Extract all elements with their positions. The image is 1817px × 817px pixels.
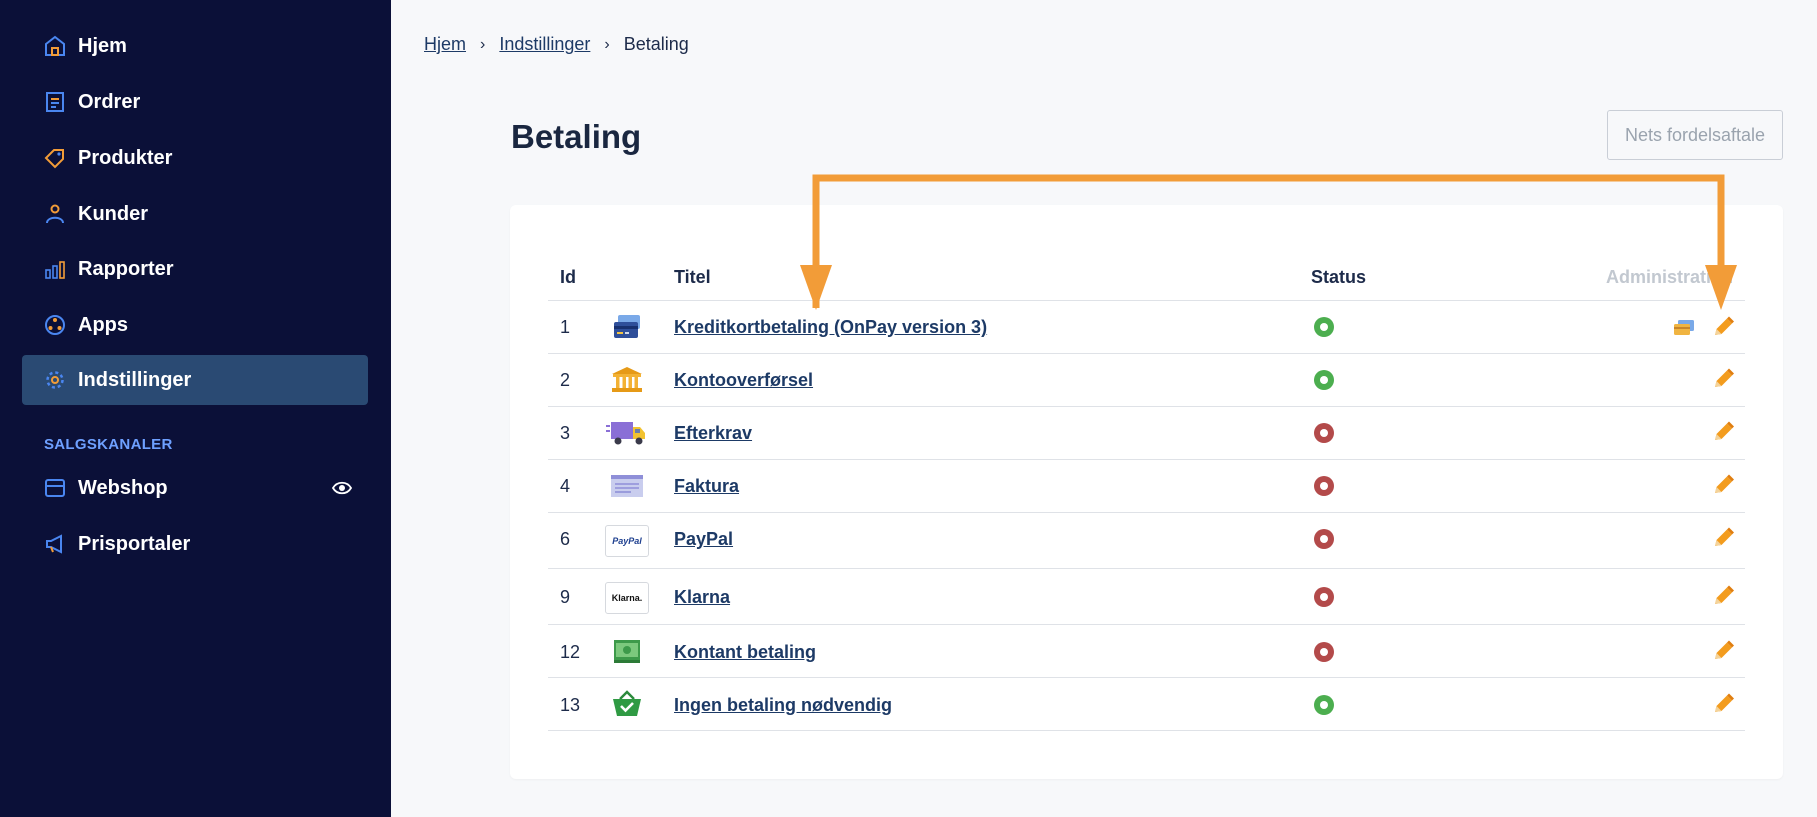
chevron-right-icon: › bbox=[480, 35, 486, 53]
breadcrumb-current: Betaling bbox=[623, 34, 689, 54]
apps-icon bbox=[44, 314, 66, 336]
sidebar-item-hjem[interactable]: Hjem bbox=[22, 21, 368, 71]
pencil-icon[interactable] bbox=[1710, 692, 1736, 718]
sidebar: Hjem Ordrer Produkter Kunder Rapporter A… bbox=[0, 0, 391, 817]
payment-method-link[interactable]: PayPal bbox=[674, 529, 734, 549]
breadcrumb: Hjem › Indstillinger › Betaling bbox=[424, 34, 689, 55]
pencil-icon[interactable] bbox=[1710, 315, 1736, 341]
column-header-id: Id bbox=[560, 267, 576, 287]
gear-icon bbox=[44, 369, 66, 391]
section-label-salgskanaler: SALGSKANALER bbox=[44, 436, 173, 453]
sidebar-item-label: Indstillinger bbox=[78, 368, 192, 391]
sidebar-item-ordrer[interactable]: Ordrer bbox=[22, 77, 368, 127]
invoice-icon bbox=[604, 470, 650, 502]
status-inactive-icon bbox=[1314, 423, 1334, 443]
pencil-icon[interactable] bbox=[1710, 473, 1736, 499]
sidebar-item-prisportaler[interactable]: Prisportaler bbox=[22, 519, 368, 569]
status-inactive-icon bbox=[1314, 529, 1334, 549]
row-id: 4 bbox=[560, 476, 571, 496]
pencil-icon[interactable] bbox=[1710, 367, 1736, 393]
row-id: 3 bbox=[560, 423, 571, 443]
orders-icon bbox=[44, 91, 66, 113]
store-icon bbox=[44, 477, 66, 499]
tag-icon bbox=[44, 147, 66, 169]
credit-card-icon bbox=[604, 311, 650, 343]
sidebar-item-apps[interactable]: Apps bbox=[22, 300, 368, 350]
pencil-icon[interactable] bbox=[1710, 420, 1736, 446]
column-header-administration: Administration bbox=[1606, 267, 1734, 287]
sidebar-item-produkter[interactable]: Produkter bbox=[22, 133, 368, 183]
chevron-right-icon: › bbox=[604, 35, 610, 53]
pencil-icon[interactable] bbox=[1710, 526, 1736, 552]
paypal-logo: PayPal bbox=[604, 525, 650, 557]
sidebar-item-label: Hjem bbox=[78, 34, 127, 57]
table-row: 2 Kontooverførsel bbox=[548, 354, 1745, 407]
row-id: 9 bbox=[560, 587, 571, 607]
status-active-icon bbox=[1314, 695, 1334, 715]
payment-method-link[interactable]: Kontooverførsel bbox=[674, 370, 814, 390]
table-row: 9 Klarna. Klarna bbox=[548, 569, 1745, 625]
sidebar-item-label: Produkter bbox=[78, 146, 173, 169]
row-id: 12 bbox=[560, 642, 581, 662]
user-icon bbox=[44, 203, 66, 225]
column-header-title: Titel bbox=[674, 267, 711, 287]
payment-method-link[interactable]: Kreditkortbetaling (OnPay version 3) bbox=[674, 317, 988, 337]
table-row: 12 Kontant betaling bbox=[548, 625, 1745, 678]
delivery-truck-icon bbox=[604, 417, 650, 449]
pencil-icon[interactable] bbox=[1710, 639, 1736, 665]
bank-icon bbox=[604, 364, 650, 396]
basket-check-icon bbox=[604, 688, 650, 720]
eye-icon[interactable] bbox=[331, 478, 353, 498]
sidebar-item-label: Apps bbox=[78, 313, 128, 336]
table-row: 1 Kreditkortbetaling (OnPay version 3) bbox=[548, 301, 1745, 354]
status-active-icon bbox=[1314, 370, 1334, 390]
sidebar-item-label: Webshop bbox=[78, 476, 168, 499]
status-active-icon bbox=[1314, 317, 1334, 337]
status-inactive-icon bbox=[1314, 587, 1334, 607]
table-row: 4 Faktura bbox=[548, 460, 1745, 513]
megaphone-icon bbox=[44, 533, 66, 555]
payment-method-link[interactable]: Efterkrav bbox=[674, 423, 753, 443]
sidebar-item-label: Prisportaler bbox=[78, 532, 191, 555]
pencil-icon[interactable] bbox=[1710, 584, 1736, 610]
row-id: 6 bbox=[560, 529, 571, 549]
status-inactive-icon bbox=[1314, 476, 1334, 496]
sidebar-item-label: Ordrer bbox=[78, 90, 141, 113]
column-header-status: Status bbox=[1311, 267, 1367, 287]
row-id: 1 bbox=[560, 317, 571, 337]
breadcrumb-link-indstillinger[interactable]: Indstillinger bbox=[499, 34, 591, 54]
payment-method-link[interactable]: Ingen betaling nødvendig bbox=[674, 695, 892, 715]
cash-icon bbox=[604, 635, 650, 667]
home-icon bbox=[44, 35, 66, 57]
row-id: 13 bbox=[560, 695, 581, 715]
bar-chart-icon bbox=[44, 258, 66, 280]
sidebar-item-label: Kunder bbox=[78, 202, 148, 225]
sidebar-item-webshop[interactable]: Webshop bbox=[22, 463, 368, 513]
nets-fordelsaftale-button[interactable]: Nets fordelsaftale bbox=[1607, 110, 1783, 160]
status-inactive-icon bbox=[1314, 642, 1334, 662]
sidebar-item-label: Rapporter bbox=[78, 257, 174, 280]
payment-method-link[interactable]: Kontant betaling bbox=[674, 642, 816, 662]
table-row: 3 Efterkrav bbox=[548, 407, 1745, 460]
table-row: 13 Ingen betaling nødvendig bbox=[548, 678, 1745, 731]
klarna-logo: Klarna. bbox=[604, 582, 650, 614]
sidebar-item-kunder[interactable]: Kunder bbox=[22, 189, 368, 239]
sidebar-item-indstillinger[interactable]: Indstillinger bbox=[22, 355, 368, 405]
breadcrumb-link-hjem[interactable]: Hjem bbox=[424, 34, 467, 54]
sidebar-item-rapporter[interactable]: Rapporter bbox=[22, 244, 368, 294]
payment-method-link[interactable]: Klarna bbox=[674, 587, 731, 607]
table-row: 6 PayPal PayPal bbox=[548, 513, 1745, 569]
row-id: 2 bbox=[560, 370, 571, 390]
page-title: Betaling bbox=[511, 118, 642, 155]
card-settings-icon[interactable] bbox=[1672, 318, 1696, 338]
payment-method-link[interactable]: Faktura bbox=[674, 476, 740, 496]
